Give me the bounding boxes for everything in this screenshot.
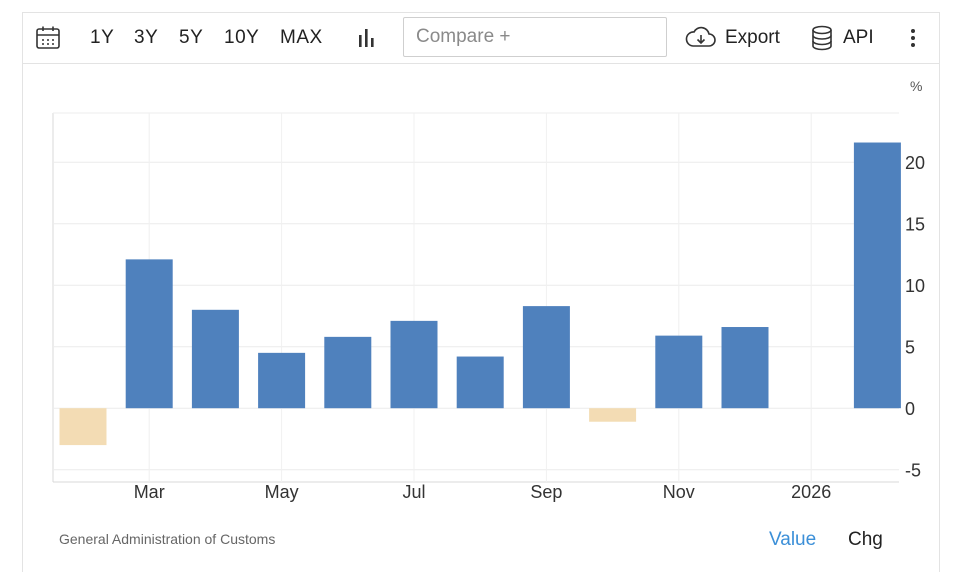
bar-2025-09 [522, 306, 570, 409]
compare-input[interactable]: Compare + [403, 17, 667, 57]
chg-tab[interactable]: Chg [848, 529, 883, 550]
data-source: General Administration of Customs [59, 531, 276, 547]
value-tab[interactable]: Value [769, 529, 817, 550]
x-tick-label: Mar [134, 482, 165, 502]
chart-toolbar: 1Y 3Y 5Y 10Y MAX Compare + Export [22, 12, 940, 64]
bar-2025-07 [390, 320, 438, 409]
chart-frame [22, 12, 940, 572]
x-tick-label: 2026 [791, 482, 831, 502]
bar-2025-10 [589, 408, 637, 422]
x-tick-label: Nov [663, 482, 695, 502]
x-tick-label: Jul [402, 482, 425, 502]
api-button[interactable]: API [811, 12, 874, 64]
bar-chart-icon[interactable] [357, 12, 379, 64]
bar-2025-06 [324, 336, 372, 409]
unit-label: % [910, 78, 923, 94]
database-icon [811, 25, 833, 51]
bar-2025-11 [655, 335, 703, 409]
api-label: API [843, 27, 874, 48]
bar-2025-03 [125, 259, 173, 409]
cloud-download-icon [685, 26, 717, 50]
y-tick-label: 5 [905, 338, 915, 358]
calendar-icon[interactable] [35, 12, 61, 64]
x-tick-label: May [265, 482, 299, 502]
more-vertical-icon[interactable] [908, 12, 918, 64]
export-label: Export [725, 27, 780, 48]
bar-2026-02 [853, 142, 901, 409]
bar-2025-05 [258, 352, 306, 409]
range-button-3y[interactable]: 3Y [134, 27, 159, 48]
range-button-max[interactable]: MAX [280, 27, 323, 48]
x-tick-label: Sep [530, 482, 562, 502]
export-button[interactable]: Export [685, 12, 780, 64]
y-tick-label: 15 [905, 215, 925, 235]
bar-chart: -5 0 5 10 15 20 Mar May Jul Sep Nov 2026 [52, 112, 925, 502]
y-tick-label: 20 [905, 153, 925, 173]
range-button-10y[interactable]: 10Y [224, 27, 260, 48]
range-button-1y[interactable]: 1Y [90, 27, 115, 48]
bar-2025-12 [721, 327, 769, 409]
range-button-5y[interactable]: 5Y [179, 27, 204, 48]
bar-2025-02 [59, 408, 107, 446]
y-tick-label: -5 [905, 461, 921, 481]
bar-2025-04 [191, 309, 239, 409]
bar-2025-08 [456, 356, 504, 409]
y-tick-label: 0 [905, 399, 915, 419]
y-tick-label: 10 [905, 276, 925, 296]
